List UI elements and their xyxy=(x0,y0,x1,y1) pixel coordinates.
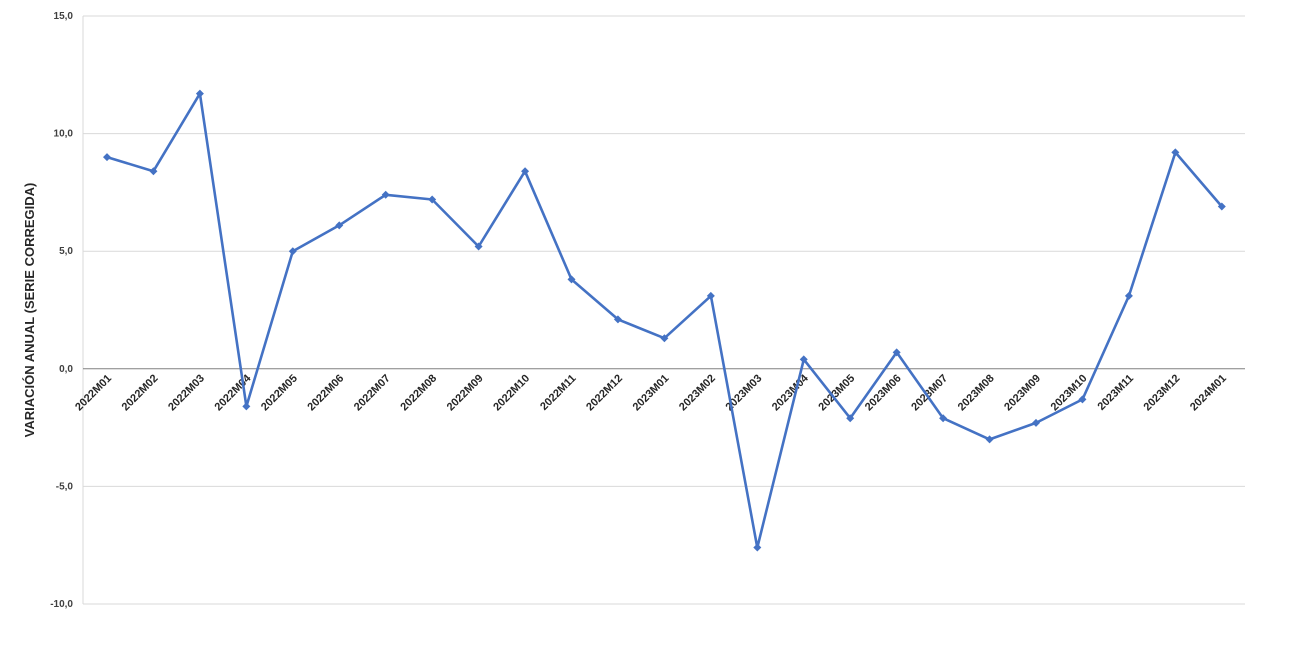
series-markers xyxy=(103,89,1226,552)
data-point-marker xyxy=(1078,395,1087,404)
x-tick-label: 2022M11 xyxy=(538,372,578,412)
data-point-marker xyxy=(1171,148,1180,157)
data-point-marker xyxy=(288,247,297,256)
y-tick-label: -10,0 xyxy=(50,599,73,610)
data-point-marker xyxy=(985,435,994,444)
x-tick-label: 2022M05 xyxy=(259,372,300,413)
x-tick-label: 2023M12 xyxy=(1142,372,1183,413)
y-axis-ticks: -10,0 -5,0 0,0 5,0 10,0 15,0 xyxy=(50,11,73,610)
x-tick-label: 2023M11 xyxy=(1096,372,1136,412)
data-point-marker xyxy=(1217,202,1226,211)
data-point-marker xyxy=(660,334,669,343)
x-tick-label: 2023M09 xyxy=(1002,372,1043,413)
y-tick-label: 0,0 xyxy=(59,364,73,375)
data-point-marker xyxy=(1032,418,1040,427)
x-tick-label: 2024M01 xyxy=(1188,372,1229,413)
data-point-marker xyxy=(753,543,762,552)
data-point-marker xyxy=(706,291,715,300)
data-point-marker xyxy=(1124,291,1133,300)
data-point-marker xyxy=(567,275,576,284)
y-tick-label: 10,0 xyxy=(54,129,74,140)
y-axis-label: VARIACIÓN ANUAL (SERIE CORREGIDA) xyxy=(22,183,37,438)
x-tick-label: 2022M06 xyxy=(305,372,346,413)
data-point-marker xyxy=(195,89,204,98)
y-tick-label: 15,0 xyxy=(54,11,74,22)
data-point-marker xyxy=(335,221,344,230)
data-point-marker xyxy=(892,348,901,357)
data-point-marker xyxy=(474,242,483,251)
x-tick-label: 2022M09 xyxy=(445,372,486,413)
x-tick-label: 2022M01 xyxy=(73,372,114,413)
x-tick-label: 2022M08 xyxy=(398,372,439,413)
x-tick-label: 2023M05 xyxy=(816,372,857,413)
data-point-marker xyxy=(799,355,808,364)
data-point-marker xyxy=(613,315,622,324)
x-tick-label: 2023M02 xyxy=(677,372,718,413)
y-tick-label: 5,0 xyxy=(59,246,73,257)
x-tick-label: 2023M01 xyxy=(631,372,672,413)
data-point-marker xyxy=(381,190,390,199)
data-point-marker xyxy=(846,414,855,423)
data-point-marker xyxy=(428,195,437,204)
x-tick-label: 2023M08 xyxy=(956,372,997,413)
data-point-marker xyxy=(521,167,530,176)
series-line xyxy=(106,92,1223,549)
x-tick-label: 2022M03 xyxy=(166,372,207,413)
data-point-marker xyxy=(242,402,251,411)
data-point-marker xyxy=(939,414,948,423)
y-tick-label: -5,0 xyxy=(56,481,74,492)
gridlines xyxy=(83,15,1245,605)
x-tick-label: 2022M12 xyxy=(584,372,625,413)
x-tick-label: 2022M02 xyxy=(120,372,161,413)
x-tick-label: 2022M10 xyxy=(491,372,532,413)
data-point-marker xyxy=(149,167,158,176)
x-tick-label: 2022M07 xyxy=(352,372,393,413)
data-point-marker xyxy=(103,153,111,162)
